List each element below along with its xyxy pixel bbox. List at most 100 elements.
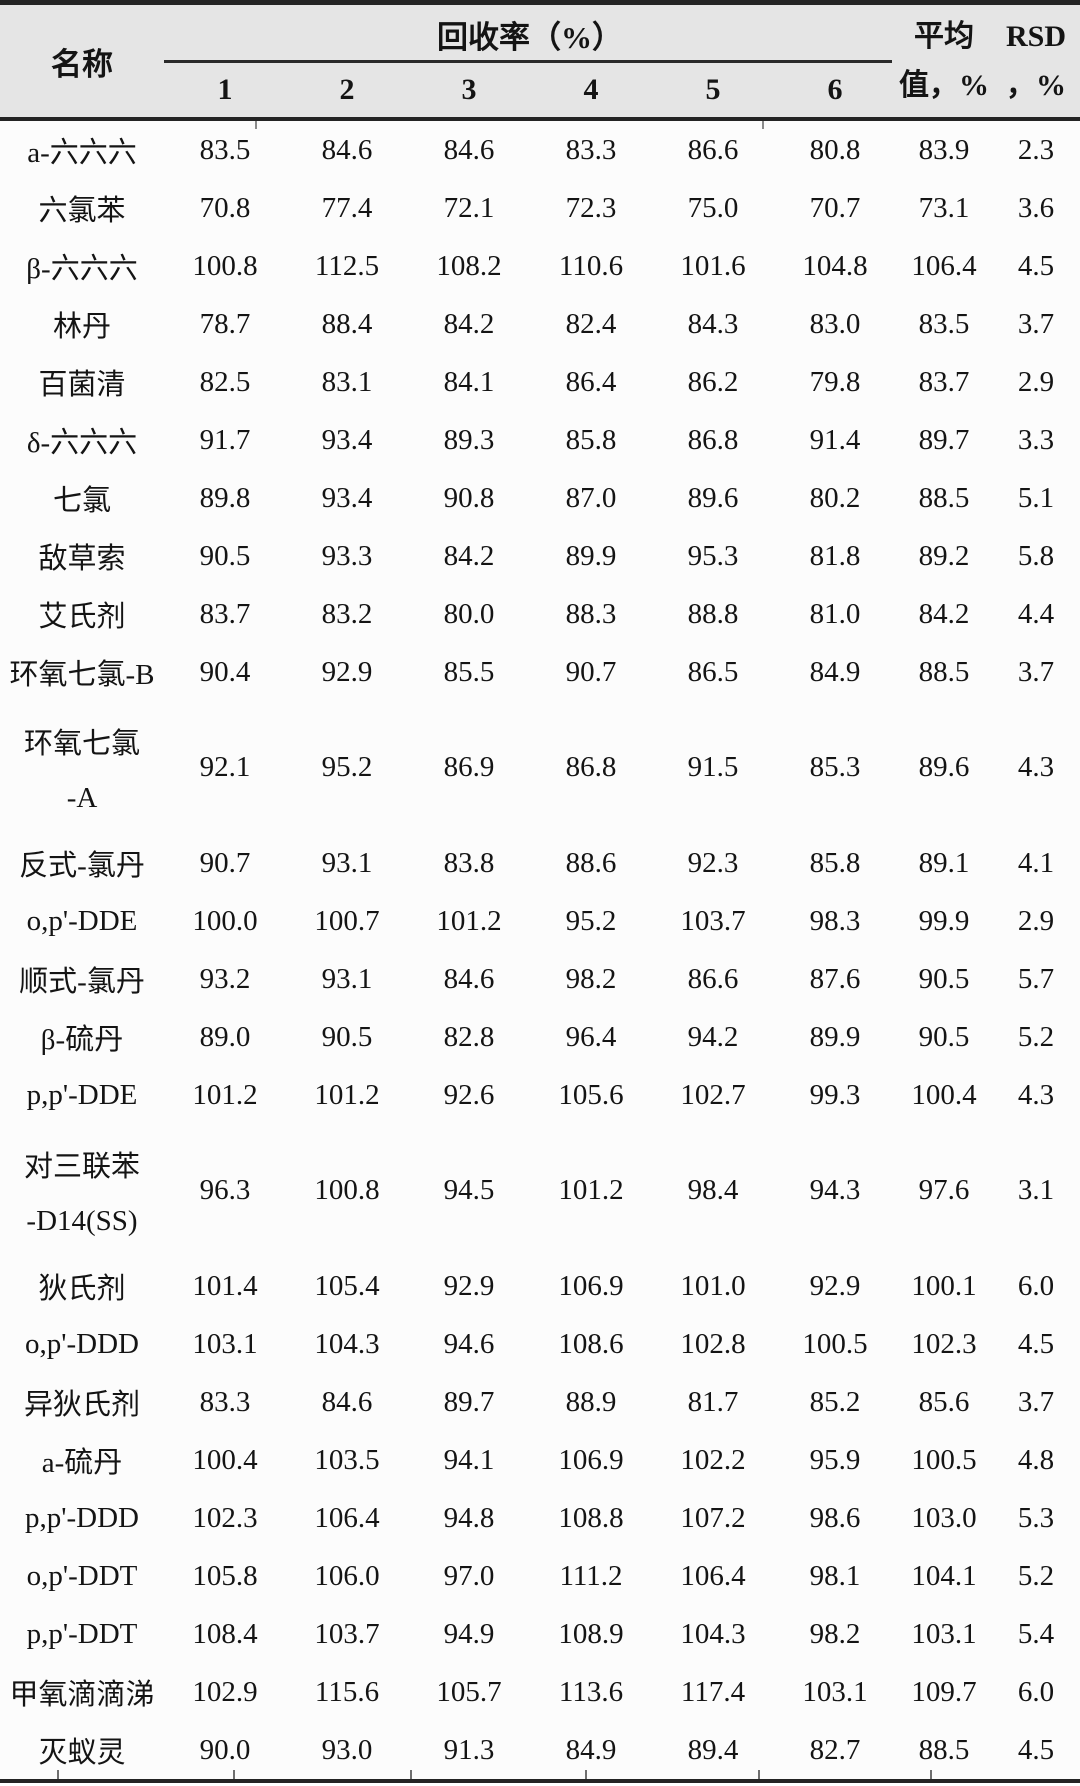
recovery-value: 98.2 [809, 1617, 861, 1650]
average-value: 83.5 [918, 307, 970, 340]
recovery-value: 113.6 [558, 1675, 624, 1708]
recovery-value: 90.8 [443, 481, 495, 514]
recovery-value: 94.2 [687, 1020, 739, 1053]
run-header-2: 2 [286, 63, 408, 121]
compound-name-line: -D14(SS) [26, 1204, 138, 1237]
recovery-value: 72.1 [443, 191, 495, 224]
recovery-value: 85.3 [809, 751, 861, 783]
recovery-value: 88.6 [565, 846, 617, 879]
compound-name-line: 对三联苯 [23, 1151, 140, 1184]
recovery-value: 93.1 [321, 962, 373, 995]
table-row: p,p'-DDE 101.2 101.2 92.6 105.6 102.7 99.3 100.… [0, 1066, 1080, 1124]
average-value: 85.6 [918, 1385, 970, 1418]
recovery-value: 93.4 [321, 423, 373, 456]
average-header-line1: 平均 [914, 20, 974, 53]
compound-name: 异狄氏剂 [0, 1373, 164, 1431]
average-value: 106.4 [911, 249, 977, 282]
recovery-value: 89.6 [687, 481, 739, 514]
recovery-value: 110.6 [558, 249, 624, 282]
compound-name-line: 六氯苯 [38, 195, 126, 227]
recovery-value: 100.5 [802, 1327, 868, 1360]
average-value: 88.5 [918, 655, 970, 688]
average-value: 97.6 [918, 1174, 970, 1206]
recovery-value: 98.1 [809, 1559, 861, 1592]
compound-name-line: 灭蚁灵 [38, 1737, 126, 1769]
table-row: δ-六六六 91.7 93.4 89.3 85.8 86.8 91.4 89.7 3.3 [0, 411, 1080, 469]
table-row: o,p'-DDT 105.8 106.0 97.0 111.2 106.4 98.1 104.… [0, 1547, 1080, 1605]
rsd-value: 2.9 [1017, 365, 1055, 398]
column-divider-tick [762, 121, 764, 129]
rsd-value: 5.8 [1017, 539, 1055, 572]
recovery-value: 103.7 [680, 904, 746, 937]
recovery-value: 101.2 [558, 1174, 624, 1206]
recovery-value: 81.7 [687, 1385, 739, 1418]
recovery-value: 78.7 [199, 307, 251, 340]
recovery-value: 91.3 [443, 1733, 495, 1766]
rsd-value: 5.2 [1017, 1559, 1055, 1592]
recovery-value: 90.4 [199, 655, 251, 688]
compound-name: β-六六六 [0, 237, 164, 295]
column-divider-tick [585, 1770, 587, 1779]
recovery-value: 100.7 [314, 904, 380, 937]
recovery-value: 108.4 [192, 1617, 258, 1650]
recovery-value: 91.7 [199, 423, 251, 456]
recovery-value: 88.8 [687, 597, 739, 630]
recovery-value: 82.5 [199, 365, 251, 398]
compound-name: 顺式-氯丹 [0, 950, 164, 1008]
table-row: 环氧七氯 -A 92.1 95.2 86.9 86.8 91.5 85.3 89.6 4.3 [0, 701, 1080, 834]
recovery-value: 90.0 [199, 1733, 251, 1766]
recovery-value: 92.3 [687, 846, 739, 879]
table-row: 林丹 78.7 88.4 84.2 82.4 84.3 83.0 83.5 3.7 [0, 295, 1080, 353]
recovery-value: 98.2 [565, 962, 617, 995]
recovery-value: 84.6 [443, 962, 495, 995]
recovery-value: 88.4 [321, 307, 373, 340]
recovery-value: 86.6 [687, 962, 739, 995]
recovery-value: 89.0 [199, 1020, 251, 1053]
recovery-value: 100.0 [192, 904, 258, 937]
recovery-value: 92.1 [199, 751, 251, 783]
recovery-value: 87.0 [565, 481, 617, 514]
run-header-5: 5 [652, 63, 774, 121]
recovery-value: 108.9 [558, 1617, 624, 1650]
table-row: a-硫丹 100.4 103.5 94.1 106.9 102.2 95.9 100.5 4.8 [0, 1431, 1080, 1489]
recovery-value: 93.2 [199, 962, 251, 995]
recovery-value: 88.3 [565, 597, 617, 630]
compound-name-line: 反式-氯丹 [19, 850, 145, 882]
compound-name: 七氯 [0, 469, 164, 527]
compound-name: 灭蚁灵 [0, 1721, 164, 1781]
rsd-value: 5.2 [1017, 1020, 1055, 1053]
recovery-value: 112.5 [314, 249, 380, 282]
recovery-value: 90.5 [321, 1020, 373, 1053]
recovery-group-label: 回收率（%） [437, 19, 623, 55]
recovery-value: 89.9 [565, 539, 617, 572]
recovery-value: 104.8 [802, 249, 868, 282]
compound-name-line: 林丹 [52, 311, 111, 343]
table-row: 对三联苯 -D14(SS) 96.3 100.8 94.5 101.2 98.4 94.3 97… [0, 1124, 1080, 1257]
average-value: 103.1 [911, 1617, 977, 1650]
recovery-value: 84.6 [321, 1385, 373, 1418]
recovery-value: 106.0 [314, 1559, 380, 1592]
recovery-value: 117.4 [680, 1675, 746, 1708]
column-divider-tick [57, 1770, 59, 1779]
rsd-value: 4.5 [1017, 1327, 1055, 1360]
average-value: 90.5 [918, 1020, 970, 1053]
recovery-value: 103.7 [314, 1617, 380, 1650]
recovery-value: 81.8 [809, 539, 861, 572]
compound-name-line: β-六六六 [26, 253, 138, 285]
recovery-value: 83.8 [443, 846, 495, 879]
rsd-header-line1: RSD [1005, 20, 1066, 53]
compound-name-line: o,p'-DDD [25, 1327, 139, 1360]
compound-name: a-硫丹 [0, 1431, 164, 1489]
average-value: 89.6 [918, 751, 970, 783]
average-value: 90.5 [918, 962, 970, 995]
compound-name: 敌草索 [0, 527, 164, 585]
recovery-value: 108.8 [558, 1501, 624, 1534]
recovery-value: 85.8 [565, 423, 617, 456]
recovery-value: 92.9 [443, 1269, 495, 1302]
recovery-value: 93.1 [321, 846, 373, 879]
recovery-value: 101.4 [192, 1269, 258, 1302]
compound-name-line: p,p'-DDE [26, 1078, 138, 1111]
compound-name-line: o,p'-DDE [26, 904, 138, 937]
